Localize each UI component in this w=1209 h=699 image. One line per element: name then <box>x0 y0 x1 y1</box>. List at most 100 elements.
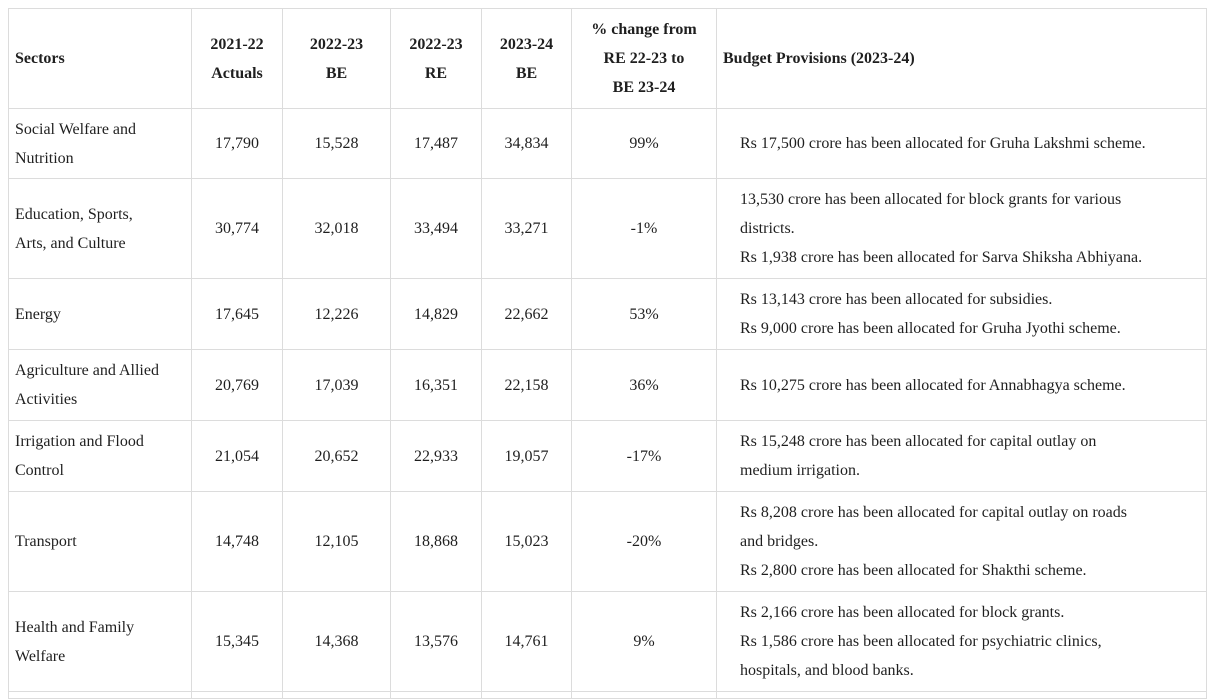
provision-line: Rs 8,208 crore has been allocated for ca… <box>740 504 1127 521</box>
be-2324-cell: 14,761 <box>481 591 572 692</box>
pct-change-cell: -17% <box>571 420 717 492</box>
provision-line: 13,530 crore has been allocated for bloc… <box>740 191 1122 208</box>
pct-change-cell: 99% <box>571 108 717 179</box>
empty-cell <box>8 691 192 699</box>
be-2223-cell: 20,652 <box>282 420 391 492</box>
re-2223-cell: 14,829 <box>390 278 482 350</box>
pct-change-cell: 36% <box>571 349 717 421</box>
table-row: Agriculture and Allied Activities 20,769… <box>8 349 1207 421</box>
provision-line: Rs 15,248 crore has been allocated for c… <box>740 433 1097 450</box>
provision-line: Rs 13,143 crore has been allocated for s… <box>740 291 1053 308</box>
provision-line: Rs 2,800 crore has been allocated for Sh… <box>740 562 1087 579</box>
header-line: RE 22-23 to <box>603 50 685 67</box>
sector-line: Education, Sports, <box>15 205 133 223</box>
sector-line: Irrigation and Flood <box>15 433 144 450</box>
header-line: 2023-24 <box>499 35 554 53</box>
sector-line: Control <box>15 462 64 479</box>
be-2223-cell: 17,039 <box>282 349 391 421</box>
be-2324-cell: 22,662 <box>481 278 572 350</box>
budget-table-container: Sectors 2021-22 Actuals 2022-23 BE 2022-… <box>8 8 1207 699</box>
sector-cell: Health and Family Welfare <box>8 591 192 692</box>
empty-cell <box>282 691 391 699</box>
table-row: Transport 14,748 12,105 18,868 15,023 -2… <box>8 491 1207 592</box>
provisions-cell: 13,530 crore has been allocated for bloc… <box>716 178 1207 279</box>
sector-line: Transport <box>15 533 77 550</box>
actuals-cell: 20,769 <box>191 349 283 421</box>
be-2324-cell: 15,023 <box>481 491 572 592</box>
be-2223-cell: 14,368 <box>282 591 391 692</box>
header-line: RE <box>424 64 448 82</box>
header-sectors: Sectors <box>8 8 192 109</box>
be-2324-cell: 34,834 <box>481 108 572 179</box>
table-row: Social Welfare and Nutrition 17,790 15,5… <box>8 108 1207 179</box>
sector-cell: Energy <box>8 278 192 350</box>
pct-change-cell: -20% <box>571 491 717 592</box>
sector-cell: Social Welfare and Nutrition <box>8 108 192 179</box>
provision-line: and bridges. <box>740 533 819 550</box>
provision-line: Rs 1,938 crore has been allocated for Sa… <box>740 249 1143 266</box>
empty-cell <box>481 691 572 699</box>
provisions-cell: Rs 15,248 crore has been allocated for c… <box>716 420 1207 492</box>
provision-line: Rs 9,000 crore has been allocated for Gr… <box>740 320 1121 337</box>
sector-line: Activities <box>15 391 78 408</box>
empty-cell <box>191 691 283 699</box>
empty-cell <box>571 691 717 699</box>
header-line: BE <box>515 64 538 82</box>
provisions-cell: Rs 8,208 crore has been allocated for ca… <box>716 491 1207 592</box>
actuals-cell: 15,345 <box>191 591 283 692</box>
header-line: 2021-22 <box>210 35 264 53</box>
sector-line: Nutrition <box>15 149 74 167</box>
actuals-cell: 14,748 <box>191 491 283 592</box>
actuals-cell: 17,790 <box>191 108 283 179</box>
pct-change-cell: 9% <box>571 591 717 692</box>
re-2223-cell: 18,868 <box>390 491 482 592</box>
provision-line: Rs 10,275 crore has been allocated for A… <box>740 376 1126 394</box>
sector-line: Health and Family <box>15 618 135 636</box>
table-row-partial <box>8 691 1207 699</box>
re-2223-cell: 17,487 <box>390 108 482 179</box>
header-line: Actuals <box>211 64 263 82</box>
header-line: BE 23-24 <box>612 79 676 96</box>
budget-table: Sectors 2021-22 Actuals 2022-23 BE 2022-… <box>8 8 1207 699</box>
sector-cell: Agriculture and Allied Activities <box>8 349 192 421</box>
empty-cell <box>716 691 1207 699</box>
sector-cell: Education, Sports, Arts, and Culture <box>8 178 192 279</box>
provision-line: Rs 17,500 crore has been allocated for G… <box>740 135 1146 152</box>
actuals-cell: 17,645 <box>191 278 283 350</box>
provisions-cell: Rs 10,275 crore has been allocated for A… <box>716 349 1207 421</box>
sector-line: Energy <box>15 305 61 323</box>
be-2223-cell: 12,105 <box>282 491 391 592</box>
header-be-2022-23: 2022-23 BE <box>282 8 391 109</box>
be-2223-cell: 15,528 <box>282 108 391 179</box>
sector-line: Social Welfare and <box>15 120 137 138</box>
pct-change-cell: -1% <box>571 178 717 279</box>
provision-line: Rs 2,166 crore has been allocated for bl… <box>740 604 1065 621</box>
sector-line: Arts, and Culture <box>15 234 126 252</box>
header-line: Budget Provisions (2023-24) <box>723 50 915 67</box>
re-2223-cell: 33,494 <box>390 178 482 279</box>
provision-line: hospitals, and blood banks. <box>740 662 914 679</box>
sector-cell: Transport <box>8 491 192 592</box>
provisions-cell: Rs 17,500 crore has been allocated for G… <box>716 108 1207 179</box>
header-row: Sectors 2021-22 Actuals 2022-23 BE 2022-… <box>8 8 1207 109</box>
header-re-2022-23: 2022-23 RE <box>390 8 482 109</box>
re-2223-cell: 22,933 <box>390 420 482 492</box>
pct-change-cell: 53% <box>571 278 717 350</box>
provision-line: Rs 1,586 crore has been allocated for ps… <box>740 633 1102 650</box>
be-2223-cell: 32,018 <box>282 178 391 279</box>
header-be-2023-24: 2023-24 BE <box>481 8 572 109</box>
header-line: 2022-23 <box>409 35 463 53</box>
table-row: Irrigation and Flood Control 21,054 20,6… <box>8 420 1207 492</box>
header-line: % change from <box>591 21 697 38</box>
sector-cell: Irrigation and Flood Control <box>8 420 192 492</box>
empty-cell <box>390 691 482 699</box>
be-2324-cell: 33,271 <box>481 178 572 279</box>
provision-line: districts. <box>740 220 795 237</box>
be-2223-cell: 12,226 <box>282 278 391 350</box>
table-row: Education, Sports, Arts, and Culture 30,… <box>8 178 1207 279</box>
header-pct-change: % change from RE 22-23 to BE 23-24 <box>571 8 717 109</box>
table-row: Energy 17,645 12,226 14,829 22,662 53% R… <box>8 278 1207 350</box>
header-line: Sectors <box>15 50 65 67</box>
be-2324-cell: 22,158 <box>481 349 572 421</box>
re-2223-cell: 13,576 <box>390 591 482 692</box>
